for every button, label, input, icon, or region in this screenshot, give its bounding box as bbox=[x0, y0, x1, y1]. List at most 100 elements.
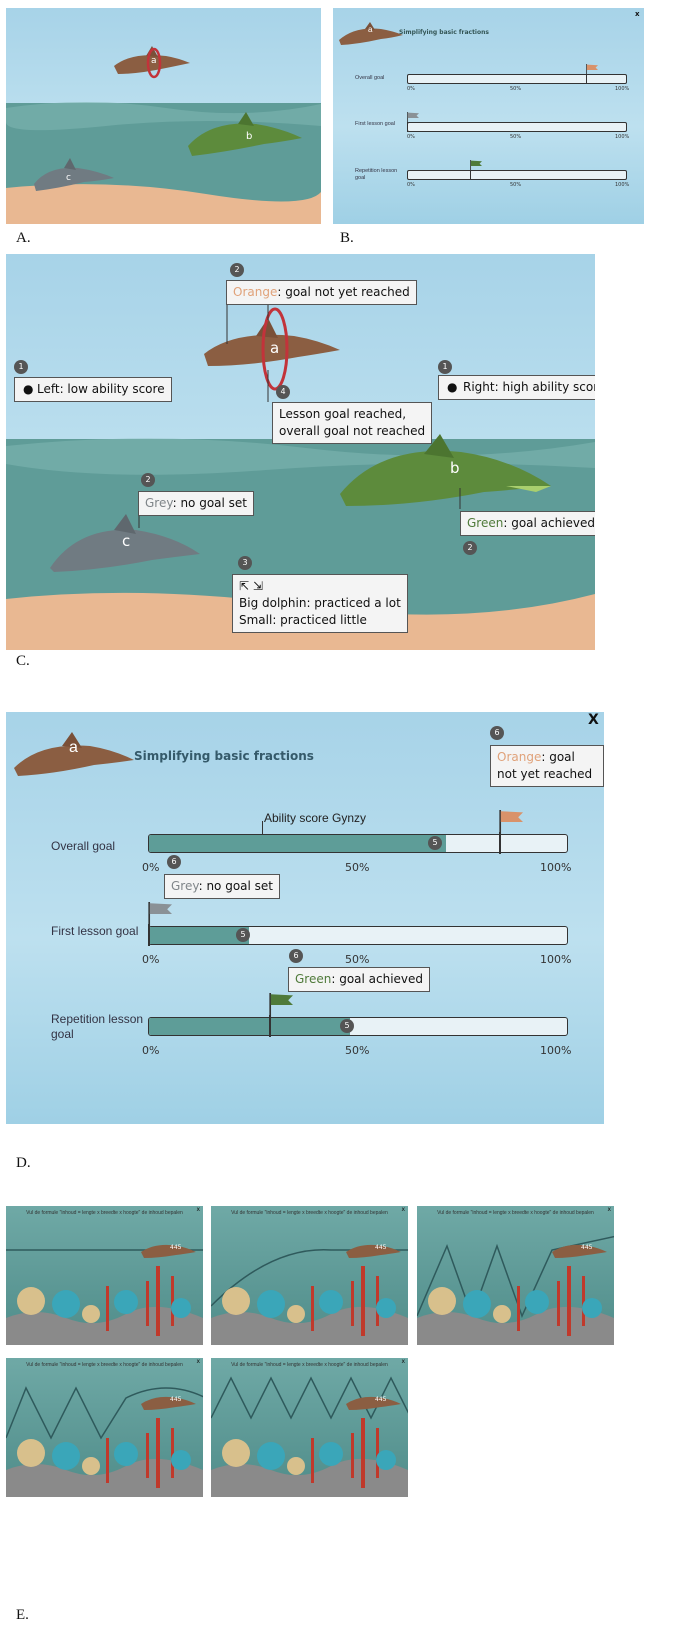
goal-progress-bar bbox=[407, 170, 627, 180]
green-callout: Green: goal achieved bbox=[460, 511, 595, 536]
close-icon[interactable]: x bbox=[607, 1206, 611, 1213]
tick-label: 100% bbox=[540, 861, 572, 874]
tick-label: 50% bbox=[510, 182, 522, 188]
game-screen-thumbnail: Vul de formule "inhoud = lengte x breedt… bbox=[417, 1206, 614, 1345]
score-label: 445 bbox=[375, 1396, 387, 1403]
marker-5: 5 bbox=[340, 1019, 354, 1033]
marker-2: 2 bbox=[141, 473, 155, 487]
tick-label: 100% bbox=[540, 953, 572, 966]
goal-progress-bar bbox=[148, 834, 568, 853]
dolphin-a-icon[interactable] bbox=[114, 46, 190, 79]
close-icon[interactable]: X bbox=[588, 712, 599, 728]
dolphin-b-letter: b bbox=[246, 131, 252, 142]
goal-progress-bar bbox=[148, 926, 568, 945]
dolphin-c-icon[interactable] bbox=[34, 158, 114, 191]
size-callout: ⇱ ⇲ Big dolphin: practiced a lot Small: … bbox=[232, 574, 408, 633]
dolphin-b-letter: b bbox=[450, 459, 460, 477]
flag-marker-line bbox=[585, 74, 587, 84]
green-desc: : goal achieved bbox=[331, 972, 424, 986]
game-instruction-title: Vul de formule "inhoud = lengte x breedt… bbox=[26, 1210, 183, 1216]
dolphin-c-letter: c bbox=[122, 532, 130, 550]
orange-desc: : goal not yet reached bbox=[497, 750, 593, 781]
tick-label: 100% bbox=[540, 1044, 572, 1057]
game-instruction-title: Vul de formule "inhoud = lengte x breedt… bbox=[231, 1210, 388, 1216]
tick-label: 100% bbox=[615, 86, 630, 92]
tick-label: 0% bbox=[407, 134, 415, 140]
close-icon[interactable]: x bbox=[196, 1206, 200, 1213]
goal-label-repetition: Repetition lesson goal bbox=[355, 168, 398, 181]
tick-label: 0% bbox=[407, 182, 415, 188]
game-screen-thumbnail: Vul de formule "inhoud = lengte x breedt… bbox=[6, 1358, 203, 1497]
score-label: 445 bbox=[581, 1244, 593, 1251]
close-icon[interactable]: x bbox=[401, 1358, 405, 1365]
green-callout: Green: goal achieved bbox=[288, 967, 431, 992]
dolphin-a-icon bbox=[339, 22, 403, 45]
close-icon[interactable]: x bbox=[401, 1206, 405, 1213]
ability-fill bbox=[149, 1018, 350, 1035]
size-line1: Big dolphin: practiced a lot bbox=[239, 596, 401, 610]
green-word: Green bbox=[467, 516, 504, 530]
goal-label-overall: Overall goal bbox=[355, 75, 385, 81]
dolphin-a-letter: a bbox=[151, 56, 157, 66]
expand-arrows-icon: ⇱ ⇲ bbox=[239, 579, 263, 593]
orange-word: Orange bbox=[233, 285, 278, 299]
reef-scene bbox=[417, 1235, 614, 1345]
close-icon[interactable]: x bbox=[196, 1358, 200, 1365]
panel-label-c: C. bbox=[16, 653, 30, 669]
tick-label: 0% bbox=[142, 953, 160, 966]
grey-callout: Grey: no goal set bbox=[138, 491, 255, 516]
lesson-goal-callout: Lesson goal reached, overall goal not re… bbox=[272, 402, 433, 444]
panel-a-scene: a b c bbox=[6, 8, 321, 224]
left-ability-text: Left: low ability score bbox=[37, 382, 165, 396]
game-screen-thumbnail: Vul de formule "inhoud = lengte x breedt… bbox=[211, 1358, 408, 1497]
dolphin-a-letter: a bbox=[368, 25, 373, 34]
size-line2: Small: practiced little bbox=[239, 613, 367, 627]
goal-label-first-lesson: First lesson goal bbox=[51, 924, 139, 938]
right-ability-callout: ● Right: high ability score bbox=[438, 375, 595, 400]
callout-connectors bbox=[138, 304, 461, 528]
game-instruction-title: Vul de formule "inhoud = lengte x breedt… bbox=[26, 1362, 183, 1368]
panel-d-goal-screen-annotated: a Simplifying basic fractions X Overall … bbox=[6, 712, 604, 1124]
lesson-goal-line1: Lesson goal reached, bbox=[279, 407, 407, 421]
close-icon[interactable]: x bbox=[635, 10, 640, 18]
orange-flag-icon bbox=[585, 63, 599, 81]
tick-label: 0% bbox=[407, 86, 415, 92]
grey-desc: : no goal set bbox=[172, 496, 248, 510]
marker-6: 6 bbox=[167, 855, 181, 869]
dolphin-b-icon[interactable] bbox=[340, 434, 551, 506]
dolphin-b-icon[interactable] bbox=[188, 112, 302, 156]
grey-callout: Grey: no goal set bbox=[164, 874, 281, 899]
green-flag-icon bbox=[269, 993, 295, 1022]
grey-word: Grey bbox=[145, 496, 173, 510]
panel-b-title: Simplifying basic fractions bbox=[399, 29, 489, 36]
marker-5: 5 bbox=[236, 928, 250, 942]
tick-label: 50% bbox=[345, 953, 370, 966]
green-word: Green bbox=[295, 972, 332, 986]
grey-word: Grey bbox=[171, 879, 199, 893]
orange-word: Orange bbox=[497, 750, 542, 764]
flag-marker-line bbox=[407, 122, 408, 132]
marker-6: 6 bbox=[289, 949, 303, 963]
reef-scene bbox=[211, 1244, 408, 1345]
orange-callout: Orange: goal not yet reached bbox=[226, 280, 417, 305]
dolphin-a-icon[interactable] bbox=[204, 307, 340, 391]
marker-4: 4 bbox=[276, 385, 290, 399]
reef-scene bbox=[6, 1244, 203, 1345]
goal-label-repetition: Repetition lesson goal bbox=[51, 1012, 144, 1041]
location-pin-icon: ● bbox=[447, 380, 458, 394]
dolphin-c-icon[interactable] bbox=[50, 514, 200, 572]
marker-1: 1 bbox=[14, 360, 28, 374]
score-label: 445 bbox=[375, 1244, 387, 1251]
marker-1: 1 bbox=[438, 360, 452, 374]
flag-marker-line bbox=[269, 1015, 272, 1037]
panel-a-illustration: a b c bbox=[6, 46, 321, 224]
grey-desc: : no goal set bbox=[198, 879, 274, 893]
grey-flag-icon bbox=[148, 902, 174, 931]
goal-progress-bar bbox=[407, 74, 627, 84]
panel-c-annotated-scene: a b c 2 Orange: goal not yet reached 1 ●… bbox=[6, 254, 595, 650]
ability-score-line bbox=[262, 821, 263, 839]
goal-progress-bar bbox=[407, 122, 627, 132]
goal-progress-bar bbox=[148, 1017, 568, 1036]
grey-flag-icon bbox=[407, 111, 420, 129]
flag-marker-line bbox=[499, 832, 502, 854]
